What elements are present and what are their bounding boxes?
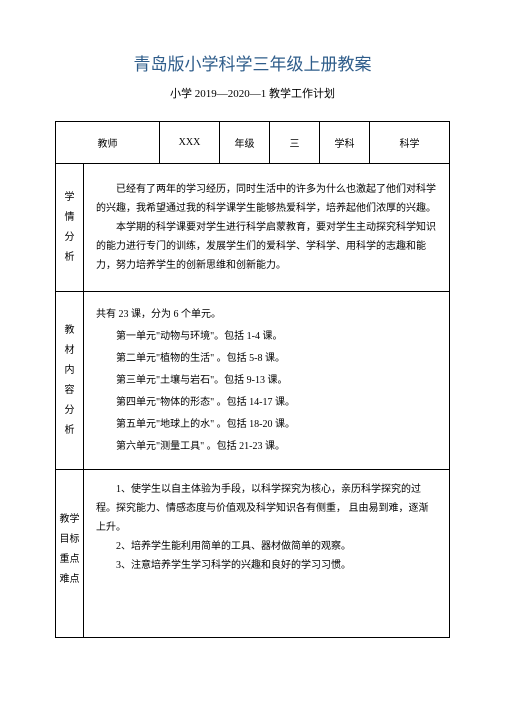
document-title: 青岛版小学科学三年级上册教案 xyxy=(55,50,450,75)
unit-line: 第五单元"地球上的水" 。包括 18-20 课。 xyxy=(96,415,437,434)
goal-item: 2、培养学生能利用简单的工具、器材做简单的观察。 xyxy=(96,537,437,556)
label-char: 材 xyxy=(65,345,75,356)
label-char: 分 xyxy=(65,232,75,243)
label-char: 教 xyxy=(65,325,75,336)
jiaoxue-content: 1、使学生以自主体验为手段，以科学探究为核心，亲历科学探究的过程。探究能力、情感… xyxy=(84,470,450,638)
unit-line: 第四单元"物体的形态" 。包括 14-17 课。 xyxy=(96,393,437,412)
jiaocai-label: 教 材 内 容 分 析 xyxy=(56,292,84,470)
section-xueqing: 学 情 分 析 已经有了两年的学习经历，同时生活中的许多为什么也激起了他们对科学… xyxy=(56,164,450,292)
paragraph: 已经有了两年的学习经历，同时生活中的许多为什么也激起了他们对科学的兴趣，我希望通… xyxy=(96,180,437,218)
label-char: 容 xyxy=(65,385,75,396)
goal-item: 3、注意培养学生学习科学的兴趣和良好的学习习惯。 xyxy=(96,556,437,575)
label-char: 教学 xyxy=(60,514,80,525)
jiaocai-content: 共有 23 课，分为 6 个单元。 第一单元"动物与环境"。包括 1-4 课。 … xyxy=(84,292,450,470)
xueqing-content: 已经有了两年的学习经历，同时生活中的许多为什么也激起了他们对科学的兴趣，我希望通… xyxy=(84,164,450,292)
section-jiaoxue: 教学 目标 重点 难点 1、使学生以自主体验为手段，以科学探究为核心，亲历科学探… xyxy=(56,470,450,638)
header-row: 教师 XXX 年级 三 学科 科学 xyxy=(56,122,450,164)
goal-item: 1、使学生以自主体验为手段，以科学探究为核心，亲历科学探究的过程。探究能力、情感… xyxy=(96,480,437,537)
paragraph: 本学期的科学课要对学生进行科学启蒙教育，要对学生主动探究科学知识的能力进行专门的… xyxy=(96,218,437,275)
label-char: 分 xyxy=(65,405,75,416)
plan-table: 教师 XXX 年级 三 学科 科学 学 情 分 析 已经有了两年的学习经历，同时… xyxy=(55,121,450,638)
label-char: 情 xyxy=(65,212,75,223)
label-char: 重点 xyxy=(60,554,80,565)
jiaoxue-label: 教学 目标 重点 难点 xyxy=(56,470,84,638)
unit-line: 第六单元"测量工具" 。包括 21-23 课。 xyxy=(96,437,437,456)
document-subtitle: 小学 2019—2020—1 教学工作计划 xyxy=(55,85,450,101)
teacher-label: 教师 xyxy=(56,122,160,164)
xueqing-label: 学 情 分 析 xyxy=(56,164,84,292)
label-char: 析 xyxy=(65,252,75,263)
unit-line: 第三单元"土壤与岩石"。包括 9-13 课。 xyxy=(96,371,437,390)
unit-line: 第一单元"动物与环境"。包括 1-4 课。 xyxy=(96,327,437,346)
label-char: 内 xyxy=(65,365,75,376)
label-char: 目标 xyxy=(60,534,80,545)
section-jiaocai: 教 材 内 容 分 析 共有 23 课，分为 6 个单元。 第一单元"动物与环境… xyxy=(56,292,450,470)
subject-value: 科学 xyxy=(370,122,450,164)
grade-label: 年级 xyxy=(220,122,270,164)
label-char: 难点 xyxy=(60,574,80,585)
intro-line: 共有 23 课，分为 6 个单元。 xyxy=(96,305,437,324)
grade-value: 三 xyxy=(270,122,320,164)
label-char: 学 xyxy=(65,192,75,203)
label-char: 析 xyxy=(65,425,75,436)
subject-label: 学科 xyxy=(320,122,370,164)
teacher-value: XXX xyxy=(160,122,220,164)
unit-line: 第二单元"植物的生活" 。包括 5-8 课。 xyxy=(96,349,437,368)
